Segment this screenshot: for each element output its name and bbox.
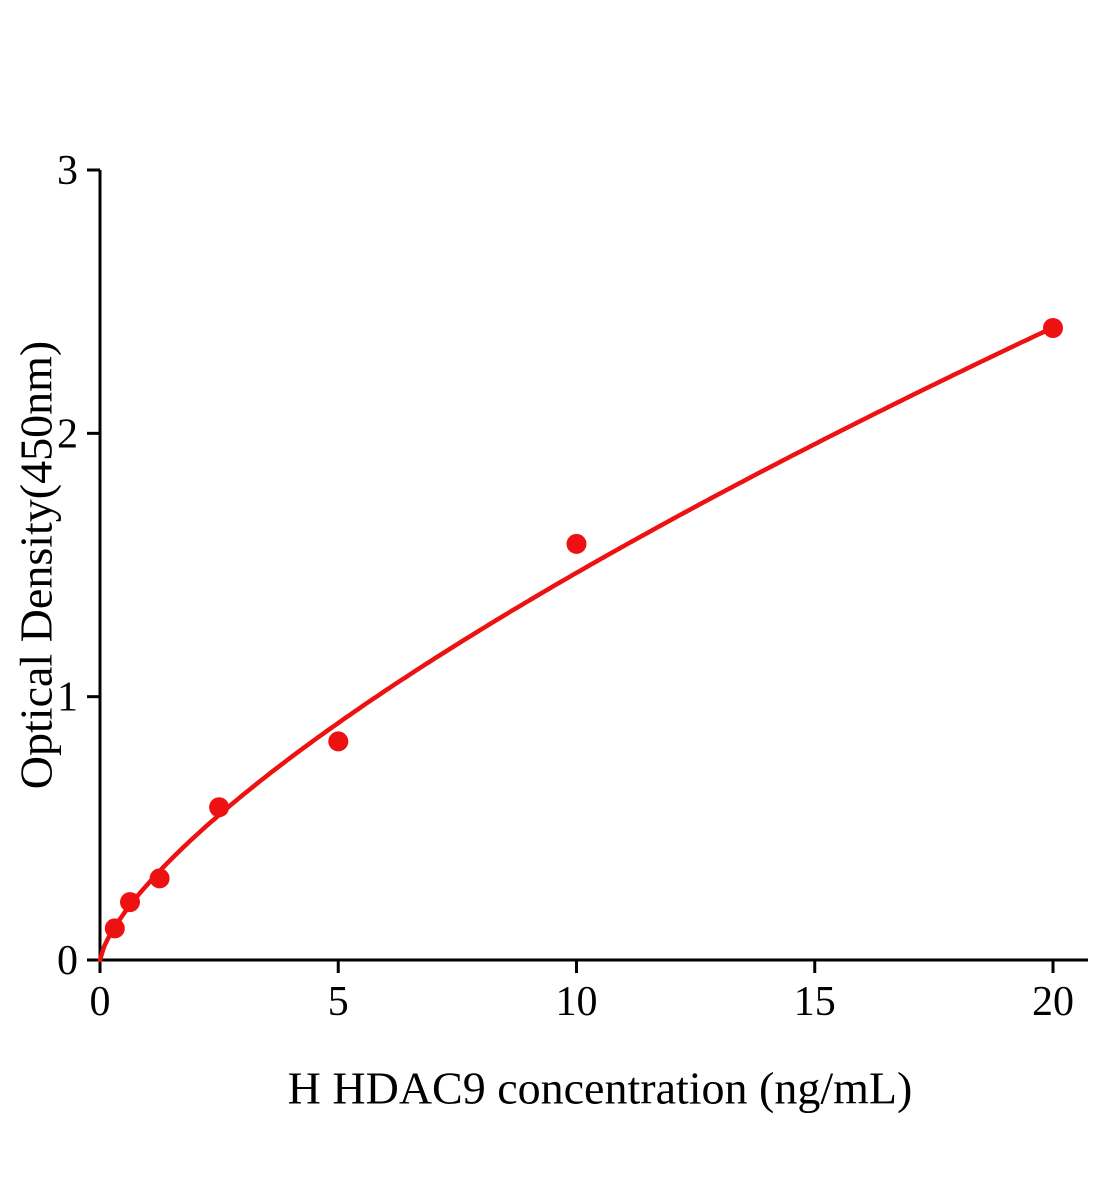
- y-tick-label: 0: [57, 938, 78, 984]
- x-tick-label: 0: [90, 979, 111, 1025]
- data-point: [328, 731, 349, 752]
- data-point: [149, 868, 170, 889]
- data-point: [1043, 318, 1063, 338]
- data-point: [104, 918, 125, 939]
- y-tick-label: 3: [57, 148, 78, 194]
- y-tick-label: 2: [57, 411, 78, 457]
- x-axis-title: H HDAC9 concentration (ng/mL): [287, 1062, 913, 1114]
- x-tick-label: 5: [328, 979, 349, 1025]
- data-point: [566, 533, 587, 554]
- fit-curve: [97, 325, 1056, 963]
- x-tick-label: 20: [1032, 979, 1074, 1025]
- data-point: [209, 797, 230, 818]
- y-tick-label: 1: [57, 675, 78, 721]
- x-tick-label: 15: [794, 979, 836, 1025]
- y-axis-title: Optical Density(450nm): [10, 340, 62, 790]
- x-tick-label: 10: [556, 979, 598, 1025]
- data-point: [120, 892, 140, 913]
